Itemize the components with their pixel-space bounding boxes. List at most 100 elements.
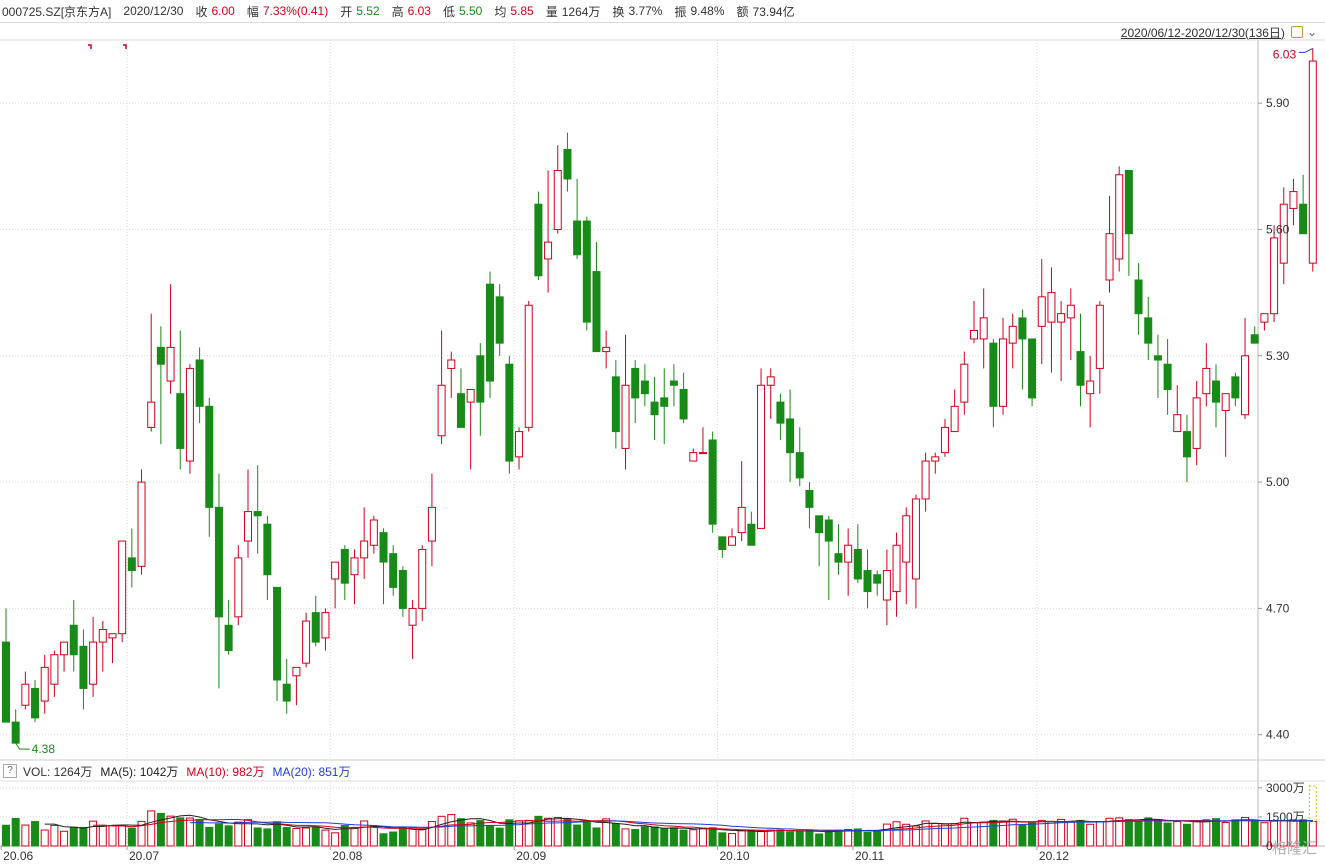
volume-bar: [534, 815, 543, 847]
stock-code[interactable]: 000725.SZ[京东方A]: [2, 4, 112, 19]
volume-header: ? VOL: 1264万 MA(5): 1042万 MA(10): 982万 M…: [0, 762, 350, 780]
candle-body: [1231, 376, 1240, 399]
volume-bar: [960, 817, 969, 847]
volume-bar: [795, 830, 804, 847]
candle: [379, 528, 388, 605]
candle-body: [2, 641, 10, 723]
candle: [544, 170, 553, 293]
ma20-line: [189, 819, 1313, 832]
candle-body: [737, 506, 746, 534]
candle-body: [1299, 203, 1308, 235]
candle: [728, 528, 736, 546]
low-marker: [15, 742, 30, 750]
watermark-logo: 格隆汇: [1271, 840, 1317, 857]
price-tick-label: 5.60: [1266, 222, 1290, 236]
candle-body: [834, 553, 843, 563]
candle: [292, 666, 301, 706]
quote-header: 000725.SZ[京东方A] 2020/12/30 收 6.00 幅 7.33%(…: [0, 0, 1325, 23]
candle: [108, 633, 117, 664]
volume-bar: [728, 833, 736, 847]
candle: [999, 317, 1008, 415]
candle-body: [244, 511, 252, 542]
ma10-line: [93, 819, 1313, 832]
high-marker: [1298, 47, 1314, 53]
candle-body: [757, 384, 766, 529]
volume-bar: [302, 827, 311, 847]
volume-bar: [1076, 819, 1085, 847]
candle-body: [1270, 237, 1279, 315]
candle: [185, 364, 194, 474]
candle-body: [1241, 355, 1250, 416]
volume-bar: [456, 818, 465, 847]
high-annotation: 6.03: [1273, 47, 1297, 61]
volume-tick-label: 1500万: [1266, 810, 1305, 824]
candle-body: [340, 548, 349, 584]
date-range-selector[interactable]: 2020/06/12-2020/12/30(136日) ⌄: [1121, 24, 1317, 40]
candle-body: [234, 557, 243, 618]
volume-tick-label: 3000万: [1266, 781, 1305, 795]
candle: [989, 338, 998, 428]
volume-bar: [214, 823, 223, 847]
candle-body: [137, 481, 146, 567]
candle: [940, 418, 949, 457]
candle: [1095, 301, 1104, 394]
volume-bar: [1260, 822, 1269, 847]
candle: [1289, 178, 1298, 226]
candle-body: [1212, 380, 1220, 403]
candle: [853, 524, 862, 584]
volume-bar: [921, 820, 930, 847]
candle-body: [456, 393, 465, 428]
candle-body: [1028, 338, 1037, 399]
candle: [621, 334, 630, 470]
candle-body: [31, 687, 40, 719]
candle: [302, 612, 311, 668]
volume-bar: [660, 828, 669, 847]
candle-body: [1221, 393, 1230, 412]
volume-bar: [476, 820, 485, 847]
candle-body: [631, 367, 640, 399]
candle-body: [1182, 431, 1191, 458]
candle-body: [776, 401, 785, 424]
candle-body: [863, 570, 872, 593]
candle: [602, 330, 611, 369]
volume-bar: [708, 827, 717, 847]
candle: [776, 393, 785, 440]
candle: [1173, 385, 1182, 433]
candle-body: [166, 346, 175, 382]
volume-bar: [999, 820, 1008, 847]
volume-bar: [815, 833, 824, 847]
volume-bar: [234, 821, 243, 847]
volume-bar: [127, 827, 136, 847]
candle: [1250, 326, 1259, 344]
volume-bar: [863, 831, 872, 847]
candle: [50, 650, 59, 697]
candle: [311, 595, 320, 647]
date-range-text[interactable]: 2020/06/12-2020/12/30(136日): [1120, 25, 1285, 40]
volume-bar: [1008, 818, 1017, 847]
volume-bar: [1144, 817, 1153, 847]
candle-body: [786, 418, 795, 454]
candle-body: [427, 506, 436, 542]
volume-bar: [1095, 821, 1104, 847]
candle: [1008, 313, 1017, 369]
lock-icon[interactable]: [1290, 26, 1303, 38]
volume-bar: [166, 815, 175, 847]
volume-bar: [108, 825, 117, 847]
volume-bar: [89, 820, 98, 847]
candle: [447, 351, 456, 398]
candle-body: [311, 612, 320, 643]
candle: [1221, 393, 1230, 457]
volume-bar: [805, 829, 814, 847]
volume-bar: [1202, 819, 1211, 847]
candle-body: [592, 271, 601, 353]
candle: [611, 360, 620, 449]
volume-bar: [563, 818, 572, 847]
help-icon[interactable]: ?: [3, 764, 17, 778]
quote-date: 2020/12/30: [123, 4, 184, 18]
chevron-down-icon[interactable]: ⌄: [1306, 25, 1317, 39]
price-annotations: 6.03 4.38: [15, 44, 1314, 756]
candle: [224, 600, 233, 655]
candle: [321, 608, 330, 651]
volume-bar: [698, 827, 707, 847]
